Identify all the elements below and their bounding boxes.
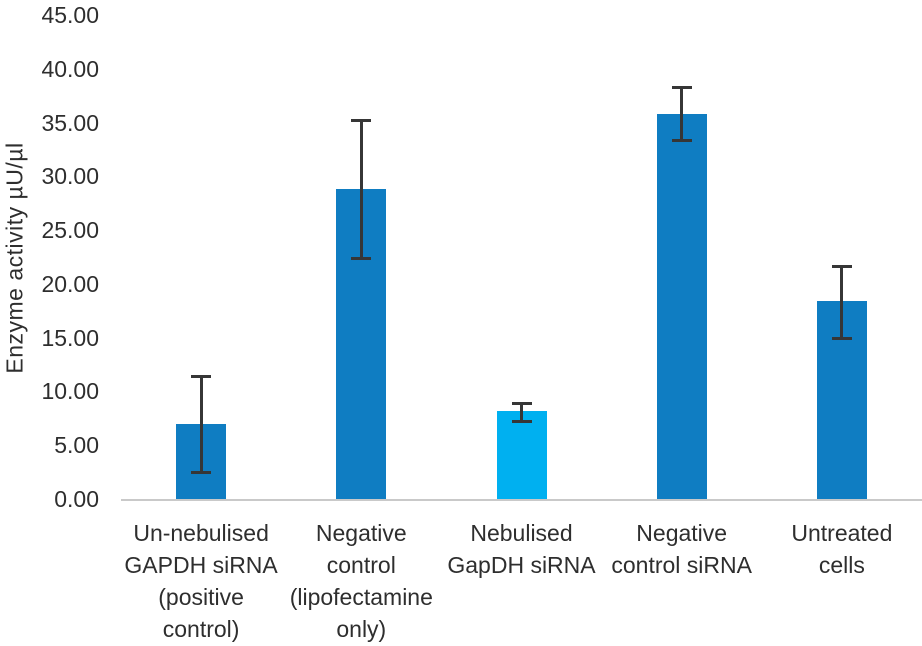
error-bar-cap [511, 401, 532, 405]
bar-3 [496, 410, 547, 499]
bar-4 [656, 113, 707, 499]
error-bar-line [840, 266, 844, 339]
x-category-label: Negative control (lipofectamine only) [279, 517, 443, 645]
x-category-label-line: GapDH siRNA [447, 552, 596, 578]
error-bar-cap [191, 470, 212, 474]
x-axis-line [121, 499, 922, 501]
error-bar-cap [351, 118, 372, 122]
x-category-label-line: (positive [158, 584, 244, 610]
x-category-label: Untreated cells [760, 517, 922, 581]
x-category-label-line: GAPDH siRNA [124, 552, 278, 578]
x-category-label-line: only) [336, 616, 387, 642]
error-bar-cap [511, 420, 532, 424]
x-category-label-line: (lipofectamine [289, 584, 433, 610]
x-category-label-line: Negative [315, 520, 407, 546]
x-category-label: Negative control siRNA [600, 517, 764, 581]
x-category-label: Un-nebulised GAPDH siRNA (positive control) [119, 517, 283, 645]
y-tick-label: 20.00 [41, 270, 99, 297]
y-tick-label: 10.00 [41, 378, 99, 405]
x-category-label-line: Untreated [791, 520, 893, 546]
x-category-label-line: Un-nebulised [133, 520, 269, 546]
error-bar-line [680, 87, 684, 141]
y-tick-label: 35.00 [41, 109, 99, 136]
y-tick-label: 25.00 [41, 217, 99, 244]
y-tick-label: 45.00 [41, 2, 99, 28]
y-tick-label: 30.00 [41, 163, 99, 190]
y-tick-label: 5.00 [54, 432, 99, 459]
error-bar-line [359, 120, 363, 259]
y-tick-label: 40.00 [41, 55, 99, 82]
x-category-label-line: control) [162, 616, 240, 642]
error-bar-line [199, 376, 203, 473]
error-bar-cap [191, 374, 212, 378]
error-bar-cap [671, 139, 692, 143]
x-category-label-line: control [326, 552, 396, 578]
error-bar-line [520, 403, 523, 422]
error-bar-cap [831, 265, 852, 269]
error-bar-cap [351, 256, 372, 260]
x-category-label: Nebulised GapDH siRNA [440, 517, 604, 581]
y-tick-label: 0.00 [54, 486, 99, 512]
x-category-label-line: Nebulised [470, 520, 573, 546]
error-bar-cap [831, 337, 852, 341]
y-tick-label: 15.00 [41, 324, 99, 351]
x-category-label-line: cells [818, 552, 865, 578]
error-bar-cap [671, 85, 692, 89]
x-category-label-line: control siRNA [611, 552, 752, 578]
x-category-label-line: Negative [636, 520, 728, 546]
